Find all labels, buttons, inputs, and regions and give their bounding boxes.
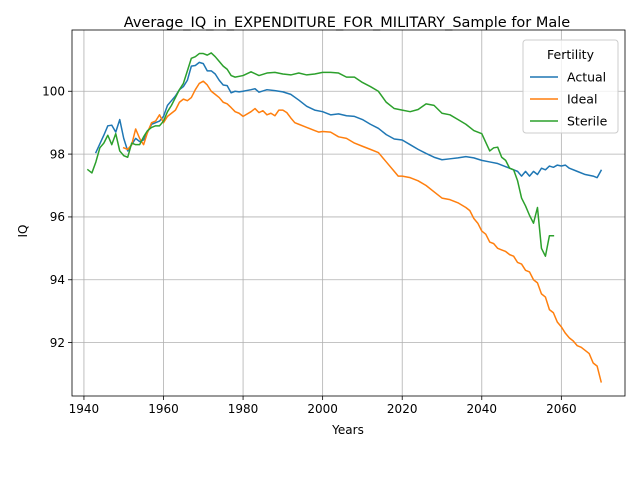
y-tick-label: 94: [50, 273, 65, 287]
legend-title: Fertility: [547, 47, 595, 62]
series-line-ideal: [122, 80, 603, 383]
legend-box: [522, 39, 619, 134]
y-tick-label: 96: [50, 210, 65, 224]
x-axis-label: Years: [331, 423, 364, 437]
y-tick-label: 98: [50, 147, 65, 161]
x-tick-label: 2060: [546, 402, 577, 416]
legend-label-ideal: Ideal: [567, 92, 597, 107]
y-axis-label: IQ: [16, 225, 30, 238]
series-line-actual: [94, 61, 603, 179]
x-tick-label: 2040: [467, 402, 498, 416]
plot-frame: [71, 29, 626, 397]
axis-ticks: 1940 1960 1980 2000 2020 2040 2060 92 94 96 98 100: [42, 85, 577, 416]
legend-entries: Actual Ideal Sterile: [530, 70, 608, 129]
legend-label-actual: Actual: [567, 70, 606, 85]
chart-title: Average_IQ_in_EXPENDITURE_FOR_MILITARY_S…: [124, 15, 571, 31]
x-tick-label: 1960: [148, 402, 179, 416]
x-tick-label: 1940: [69, 402, 100, 416]
legend-label-sterile: Sterile: [567, 114, 608, 129]
legend: Fertility Actual Ideal Sterile: [522, 39, 619, 134]
x-tick-label: 2000: [307, 402, 338, 416]
y-tick-label: 100: [42, 85, 65, 99]
x-tick-label: 1980: [228, 402, 259, 416]
y-tick-label: 92: [50, 336, 65, 350]
x-tick-label: 2020: [387, 402, 418, 416]
series-lines: [86, 52, 603, 383]
series-line-sterile: [86, 52, 555, 257]
